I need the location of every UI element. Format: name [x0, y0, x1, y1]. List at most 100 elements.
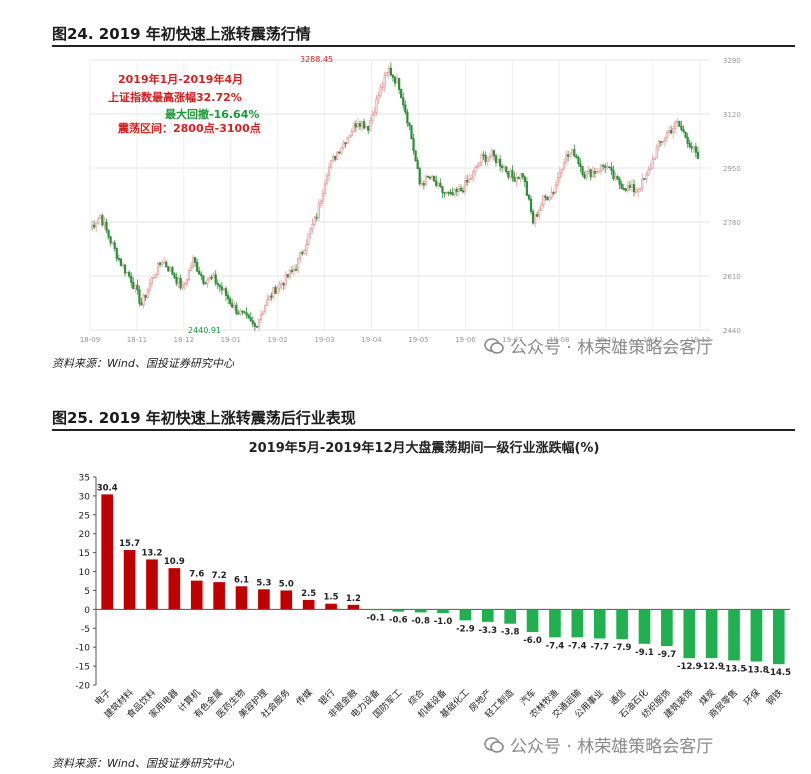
kline-candle — [222, 288, 226, 291]
kline-candle — [525, 181, 529, 196]
kline-candle — [414, 150, 417, 162]
kline-y-tick-label: 2950 — [723, 165, 741, 173]
kline-candle — [542, 195, 545, 206]
kline-candle — [202, 275, 205, 284]
kline-candle — [128, 271, 131, 277]
kline-candle — [327, 166, 331, 177]
bar-value-label: 6.1 — [234, 575, 249, 585]
kline-candle — [307, 233, 310, 245]
kline-candle — [443, 191, 446, 194]
bar-y-tick-label: -15 — [75, 663, 90, 673]
kline-candle — [144, 294, 147, 298]
kline-candle — [408, 122, 411, 127]
bar-chart-title: 2019年5月-2019年12月大盘震荡期间一级行业涨跌幅(%) — [249, 440, 600, 456]
figure25-title: 图25. 2019 年初快速上涨转震荡后行业表现 — [52, 409, 356, 427]
kline-candle — [241, 310, 244, 313]
kline-candle — [321, 192, 324, 202]
bar-y-tick-label: -5 — [81, 625, 90, 635]
kline-candle — [309, 228, 312, 235]
wechat-icon — [484, 337, 504, 354]
kline-candle — [261, 311, 265, 316]
kline-candle — [550, 191, 553, 198]
kline-candle — [482, 154, 485, 157]
kline-x-tick-label: 19-11 — [643, 336, 663, 344]
kline-candle — [183, 282, 186, 286]
kline-candle — [150, 277, 153, 285]
kline-candle — [115, 248, 118, 259]
kline-candle — [562, 162, 566, 170]
bar-value-labels: 30.4 15.713.210.9 7.6 7.2 6.1 5.3 5.0 2.5 1.5 1.2… — [97, 483, 791, 678]
kline-candle — [270, 295, 273, 298]
kline-candle — [136, 284, 139, 291]
bar-家用电器 — [168, 568, 181, 610]
kline-candle — [200, 273, 203, 277]
kline-candle — [604, 165, 607, 168]
kline-candle — [645, 174, 648, 180]
bar-y-axis: 35 30 25 20 15 10 5 0 -5 -10 -15 -20 — [75, 474, 790, 692]
kline-candle — [618, 178, 621, 185]
kline-candle — [686, 136, 689, 144]
bar-y-tick-label: 0 — [84, 606, 90, 616]
kline-candle — [634, 191, 638, 194]
bar-交通运输 — [571, 609, 584, 638]
kline-candle — [198, 270, 201, 275]
kline-y-tick-label: 3290 — [723, 57, 741, 65]
kline-candle — [534, 214, 537, 224]
kline-candle — [276, 287, 279, 294]
kline-candle — [498, 158, 502, 167]
kline-candle — [278, 283, 281, 289]
bar-银行 — [325, 603, 337, 610]
kline-x-tick-label: 18-12 — [174, 336, 194, 344]
bar-value-label: -6.0 — [523, 636, 542, 646]
kline-candle — [119, 258, 123, 267]
kline-candle — [492, 150, 496, 157]
kline-candle — [552, 191, 555, 194]
kline-candle — [95, 222, 98, 228]
kline-low-label: 2440.91 — [188, 326, 221, 335]
kline-candle — [398, 78, 401, 90]
kline-candle — [121, 264, 125, 267]
bar-category-label: 传媒 — [294, 687, 315, 708]
kline-y-tick-label: 2610 — [723, 273, 741, 281]
kline-candle — [610, 167, 613, 171]
kline-candle — [152, 277, 156, 279]
bar-value-label: -0.6 — [389, 616, 408, 626]
kline-candle — [496, 158, 500, 163]
kline-candle — [511, 170, 514, 178]
kline-candle — [641, 178, 644, 189]
kline-candle — [470, 178, 473, 180]
kline-candle — [630, 184, 634, 188]
kline-candles — [90, 62, 700, 332]
kline-candle — [181, 284, 184, 289]
kline-candle — [226, 295, 230, 300]
kline-y-ticks: 2440 2610 2780 2950 3120 3290 — [723, 57, 741, 335]
kline-candle — [513, 176, 516, 182]
kline-candle — [117, 258, 120, 260]
kline-candle — [663, 137, 667, 142]
bar-轻工制造 — [504, 609, 516, 624]
kline-candle — [169, 267, 172, 272]
bar-有色金属 — [213, 582, 225, 610]
bar-建筑装饰 — [683, 609, 696, 659]
kline-candle — [107, 229, 110, 238]
kline-x-ticks: 18-09 18-11 18-12 19-01 19-02 19-03 19-04 19-05… — [80, 336, 710, 344]
kline-candle — [274, 287, 277, 294]
kline-candle — [305, 243, 308, 252]
kline-candle — [694, 146, 697, 153]
kline-candle — [210, 277, 213, 279]
kline-y-tick-label: 2780 — [723, 219, 741, 227]
kline-candle — [218, 284, 221, 288]
kline-candle — [299, 252, 302, 259]
kline-x-tick-label: 18-11 — [127, 336, 147, 344]
bar-y-tick-label: 10 — [79, 568, 91, 578]
bar-y-tick-label: 25 — [79, 511, 90, 521]
kline-candle — [647, 169, 650, 176]
kline-candle — [614, 176, 617, 180]
kline-candle — [375, 98, 378, 113]
kline-candle — [233, 305, 236, 308]
kline-candle — [369, 120, 372, 131]
bar-category-label: 钢铁 — [764, 687, 785, 708]
kline-candle — [325, 175, 329, 185]
bar-value-label: 13.2 — [141, 548, 162, 558]
kline-candle — [214, 274, 217, 284]
